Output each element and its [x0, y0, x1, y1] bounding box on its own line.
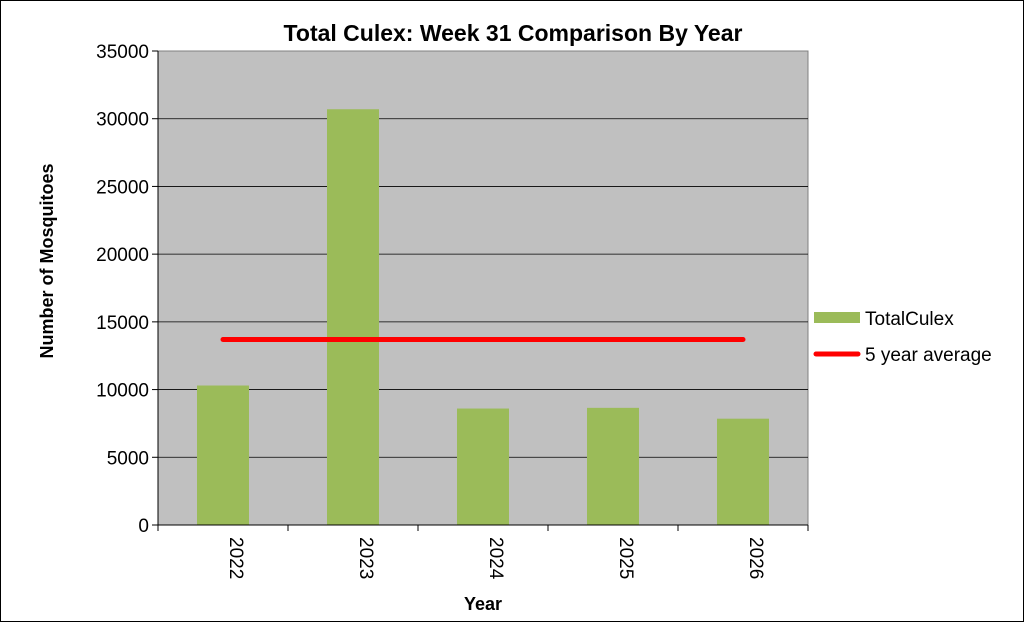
gridlines: [158, 118, 808, 458]
y-axis-title: Number of Mosquitoes: [37, 163, 57, 358]
y-tick-label: 5000: [107, 448, 149, 469]
x-tick-label: 2024: [485, 537, 506, 580]
x-axis: 2022 2023 2024 2025 2026: [157, 524, 809, 580]
chart-title: Total Culex: Week 31 Comparison By Year: [284, 20, 743, 46]
bar-2025: [587, 407, 639, 525]
legend-swatch-totalculex: [814, 312, 860, 323]
bar-2024: [457, 408, 509, 525]
bar-2022: [197, 385, 249, 525]
y-tick-label: 10000: [96, 381, 149, 402]
y-tick-label: 20000: [96, 245, 149, 266]
x-tick-label: 2025: [615, 537, 636, 579]
x-tick-label: 2026: [745, 537, 766, 579]
y-tick-label: 30000: [96, 110, 149, 131]
x-tick-label: 2022: [225, 537, 246, 579]
y-tick-label: 35000: [96, 42, 149, 63]
y-tick-label: 15000: [96, 313, 149, 334]
bars: [197, 109, 769, 525]
x-tick-label: 2023: [355, 537, 376, 579]
legend-label-totalculex: TotalCulex: [865, 309, 954, 330]
legend: TotalCulex 5 year average: [813, 309, 992, 366]
y-tick-label: 25000: [96, 177, 149, 198]
plot-area: [157, 50, 809, 526]
bar-2026: [717, 418, 769, 525]
y-tick-label: 0: [138, 516, 149, 537]
y-axis: 0 5000 10000 15000 20000 25000 30000 35000: [96, 42, 159, 537]
x-axis-title: Year: [464, 594, 502, 614]
bar-2023: [327, 109, 379, 525]
legend-label-5-year-average: 5 year average: [865, 345, 992, 366]
